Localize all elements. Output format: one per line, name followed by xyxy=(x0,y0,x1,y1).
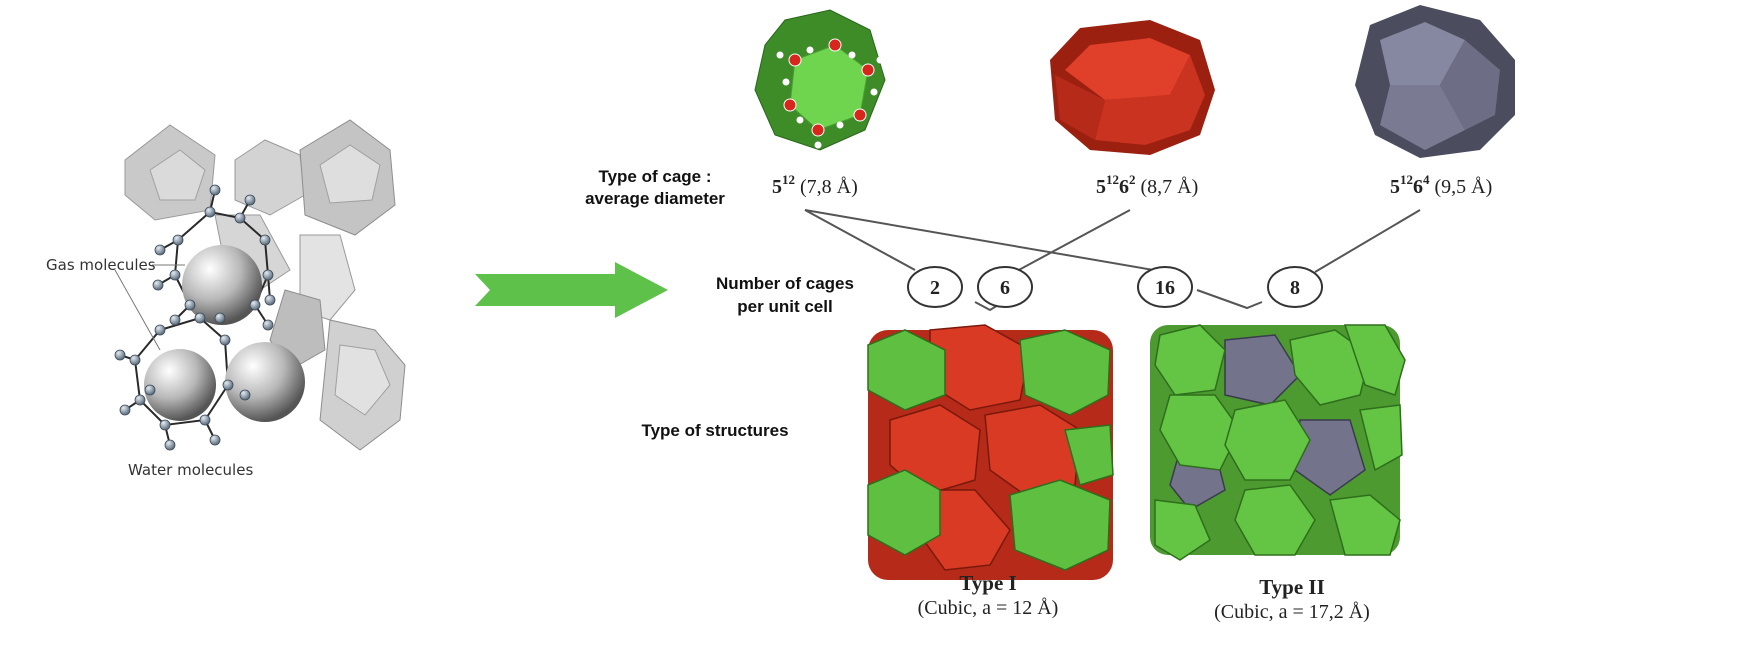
structure-type-1-model xyxy=(867,324,1114,580)
count-circle: 8 xyxy=(1267,266,1323,308)
svg-text:6: 6 xyxy=(1000,277,1010,299)
water-molecules-label: Water molecules xyxy=(128,461,253,479)
cage-5-12-6-2-formula: 51262 (8,7 Å) xyxy=(1096,172,1198,198)
right-arrow xyxy=(475,262,668,318)
cages-per-cell-label-line2: per unit cell xyxy=(737,297,832,316)
structure-type-2-name: Type II xyxy=(1259,575,1325,599)
structures-label: Type of structures xyxy=(641,421,788,440)
gas-molecule-sphere xyxy=(182,245,262,325)
cage-5-12-6-2 xyxy=(1050,20,1215,155)
cage-5-12-6-4-formula: 51264 (9,5 Å) xyxy=(1390,172,1492,198)
water-molecule-nodes xyxy=(114,184,276,451)
cage-5-12-6-4 xyxy=(1355,5,1515,158)
gas-molecule-sphere xyxy=(144,349,216,421)
water-hydrogen-atoms xyxy=(776,46,884,149)
count-circle: 6 xyxy=(977,266,1033,308)
water-oxygen-atoms xyxy=(783,38,875,137)
svg-text:8: 8 xyxy=(1290,277,1300,299)
gas-molecules-label: Gas molecules xyxy=(46,256,156,274)
connector-lines xyxy=(804,209,1421,312)
count-circle: 2 xyxy=(907,266,963,308)
count-circle: 16 xyxy=(1137,266,1193,308)
cage-5-12-formula: 512 (7,8 Å) xyxy=(772,172,858,198)
cage-type-label-line2: average diameter xyxy=(585,189,725,208)
cage-type-label: Type of cage : xyxy=(598,167,711,186)
background-cages xyxy=(124,119,406,451)
structure-type-1-detail: (Cubic, a = 12 Å) xyxy=(918,597,1059,619)
hydrate-lattice-figure: Gas molecules Water molecules xyxy=(46,119,406,479)
structure-type-2-detail: (Cubic, a = 17,2 Å) xyxy=(1214,601,1370,623)
structure-type-2-model xyxy=(1150,324,1406,561)
svg-text:16: 16 xyxy=(1155,277,1175,299)
gas-molecule-sphere xyxy=(225,342,305,422)
cages-per-cell-label: Number of cages xyxy=(716,274,854,293)
svg-text:2: 2 xyxy=(930,277,940,299)
structure-type-1-name: Type I xyxy=(959,571,1016,595)
cage-5-12 xyxy=(754,9,886,151)
